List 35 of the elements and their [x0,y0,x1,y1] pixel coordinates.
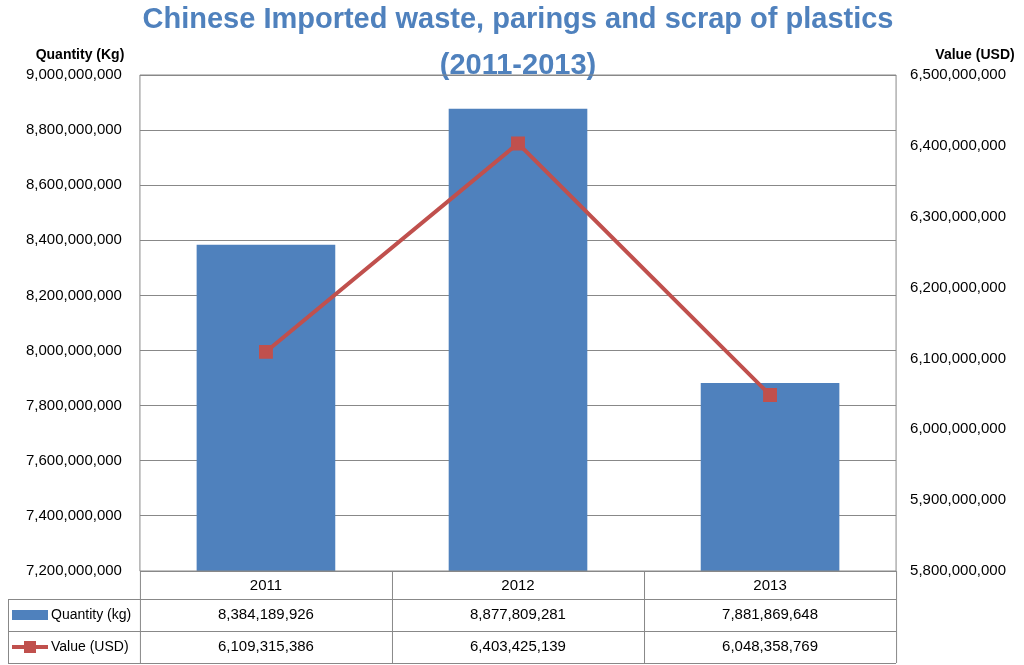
x-tick-label: 2012 [501,576,535,594]
chart-title: Chinese Imported waste, parings and scrap of plastics (2011-2013) [142,2,894,80]
data-label: 6,403,425,139 [470,637,566,655]
y-tick-label: 7,400,000,000 [25,506,122,524]
legend-label: Value (USD) [51,637,129,654]
point [259,344,273,359]
y-tick-label: 8,800,000,000 [25,120,122,138]
point [763,388,777,402]
y2-tick-label: 6,500,000,000 [910,65,1007,83]
data-label: 8,877,809,281 [470,605,566,623]
y-tick-label: 8,600,000,000 [25,175,122,193]
y-tick-label: 8,200,000,000 [25,285,122,303]
y-tick-label: 7,200,000,000 [25,561,122,579]
y2-axis-title: Value (USD) [935,45,1015,62]
y2-tick-label: 6,300,000,000 [910,206,1007,224]
y2-tick-label: 5,800,000,000 [910,561,1007,579]
x-tick-label: 2011 [249,576,283,594]
y2-tick-label: 6,000,000,000 [910,419,1007,437]
y2-tick-label: 6,100,000,000 [910,348,1007,366]
y-tick-label: 8,000,000,000 [25,340,122,358]
y-tick-label: 7,600,000,000 [25,450,122,468]
data-label: 6,109,315,386 [217,637,314,655]
x-tick-label: 2013 [753,576,787,594]
y2-tick-label: 6,200,000,000 [910,277,1007,295]
y2-tick-label: 6,400,000,000 [910,136,1007,153]
data-label: 7,881,869,648 [722,605,819,623]
y-tick-label: 9,000,000,000 [25,65,122,83]
point [511,136,525,151]
y2-tick-label: 5,900,000,000 [910,490,1007,508]
data-label: 8,384,189,926 [217,605,314,623]
legend-label: Quantity (kg) [51,605,132,622]
y-tick-label: 7,800,000,000 [25,395,122,413]
y-tick-label: 8,400,000,000 [25,230,122,248]
data-label: 6,048,358,769 [722,637,819,655]
y-axis-title: Quantity (Kg) [35,45,125,62]
